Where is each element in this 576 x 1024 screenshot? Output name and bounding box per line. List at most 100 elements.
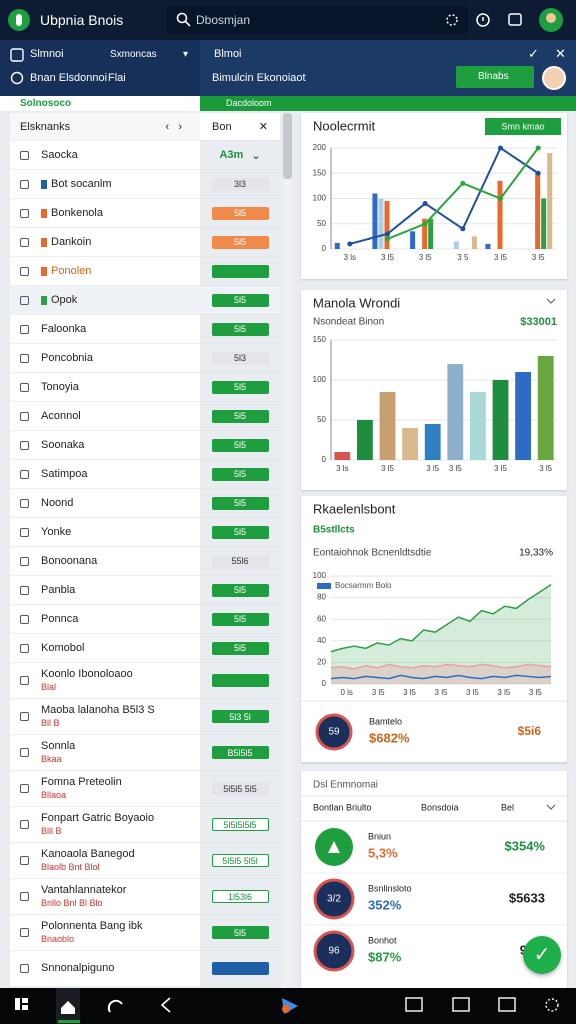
badge-cell: 5l5 — [200, 460, 280, 489]
tab[interactable]: Bel — [501, 802, 514, 812]
left-status-text: Solnosoco — [20, 98, 72, 109]
badge: 5l3 — [211, 351, 269, 365]
row-icon — [20, 353, 29, 363]
left-toolbar: Slmnoi Sxmoncas ▾ Bnan Elsdonnoi Flai — [0, 40, 200, 96]
list-row[interactable]: Polonnenta Bang ibk Bnaoblo — [10, 915, 200, 951]
list-row[interactable]: Faloonka — [10, 315, 200, 344]
badge-text: 5l5l5 5l5 — [223, 783, 257, 794]
badge-cell — [200, 663, 280, 699]
card-button[interactable] — [485, 118, 561, 135]
row-label-wrap: Ponnca — [41, 613, 78, 626]
list-row[interactable]: Snnonalpiguno — [10, 951, 200, 987]
search-box[interactable]: Dbosmjan — [166, 6, 468, 34]
left-title: Slmnoi — [30, 48, 64, 60]
tab[interactable]: Bontlan Briulto — [313, 802, 372, 812]
column-close[interactable]: ✕ — [258, 121, 268, 133]
top-bar: Ubpnia Bnois Dbosmjan — [0, 0, 576, 40]
card-change: 19,33% — [519, 548, 553, 559]
badge — [211, 264, 269, 278]
tab[interactable]: Bonsdoia — [421, 802, 459, 812]
badge: 3l3 — [211, 177, 269, 191]
list-row[interactable]: Fonpart Gatric Boyaoio Blll B — [10, 807, 200, 843]
list-row[interactable]: Tonoyia — [10, 373, 200, 402]
nav-arrows[interactable]: ‹ › — [165, 120, 183, 133]
row-label-wrap: Ponolen — [51, 265, 91, 278]
list-row[interactable]: Satimpoa — [10, 460, 200, 489]
bottom-nav[interactable] — [0, 988, 576, 1024]
list-row[interactable]: Vantahlannatekor Bnllo Bnl Bl Blo — [10, 879, 200, 915]
x-tick-label: 3 l5 — [449, 464, 462, 473]
badge-cell: A3m ⌄ — [200, 141, 280, 170]
left-subtitle: Bnan Elsdonnoi — [30, 72, 108, 84]
x-tick-label: 0 ls — [340, 688, 352, 697]
y-tick-label: 60 — [317, 614, 326, 623]
list-row[interactable]: Bonoonana — [10, 547, 200, 576]
scrollbar[interactable] — [283, 113, 292, 988]
list-row[interactable]: Sonnla Bkaa — [10, 735, 200, 771]
list-row[interactable]: Bot socanlm — [10, 170, 200, 199]
list-header: Elsknanks ‹ › — [10, 113, 200, 141]
list-row[interactable]: Dankoin — [10, 228, 200, 257]
list-row[interactable]: Maoba lalanoha B5l3 S Bll B — [10, 699, 200, 735]
row-label-wrap: Tonoyia — [41, 381, 79, 394]
list-row[interactable]: Aconnol — [10, 402, 200, 431]
series-line — [330, 674, 552, 680]
list-row[interactable]: Poncobnia — [10, 344, 200, 373]
list-row[interactable]: Koonlo Ibonoloaoo Blal — [10, 663, 200, 699]
row-label-wrap: Kanoaola Banegod Blaolb Bnt Blol — [41, 848, 135, 874]
row-label-wrap: Fonpart Gatric Boyaoio Blll B — [41, 812, 154, 838]
list-row[interactable]: Soonaka — [10, 431, 200, 460]
list-row[interactable]: Noond — [10, 489, 200, 518]
list-row[interactable]: Ponnca — [10, 605, 200, 634]
badge: 5l5 — [211, 926, 269, 939]
card: Manola Wrondi Nsondeat Binon $33001 0 50 100 1… — [301, 290, 567, 490]
list-row[interactable]: Komobol — [10, 634, 200, 663]
avatar[interactable] — [542, 66, 566, 90]
row-label-wrap: Snnonalpiguno — [41, 962, 114, 975]
x-tick-label: 3 l5 — [435, 688, 448, 697]
footer-badge: 59 — [328, 727, 340, 738]
card-button-text: Smn kmao — [501, 121, 544, 131]
list-title: Elsknanks — [20, 120, 71, 133]
confirm-icon[interactable]: ✓ — [528, 46, 539, 61]
badge: 5l5 — [211, 467, 269, 481]
list-row[interactable]: Opok — [10, 286, 200, 315]
badge-cell: 5l5 — [200, 915, 280, 951]
line-point — [385, 231, 390, 237]
logo[interactable] — [8, 9, 30, 31]
header-icons[interactable] — [440, 8, 570, 34]
item-pct: 5,3% — [368, 845, 398, 860]
list-row[interactable]: Fomna Preteolin Bllaoa — [10, 771, 200, 807]
row-icon — [20, 585, 29, 595]
badge-text: 5l5l5l5l5 — [223, 819, 257, 830]
row-sub: Bnaoblo — [41, 933, 75, 944]
row-icon — [20, 498, 29, 508]
badge-text: 1l53l6 — [227, 891, 253, 902]
dropdown[interactable]: Sxmoncas ▾ — [110, 49, 188, 60]
x-tick-label: 3 ls — [344, 253, 356, 262]
list-row[interactable]: Kanoaola Banegod Blaolb Bnt Blol — [10, 843, 200, 879]
right-subtitle: Bimulcin Ekonoiaot — [212, 72, 306, 84]
y-tick-label: 100 — [313, 194, 327, 203]
badge-text: 5l5 — [233, 469, 246, 479]
badge: 5l3 5l — [211, 710, 269, 723]
fab[interactable]: ✓ — [523, 936, 561, 974]
list-row[interactable]: Ponolen — [10, 257, 200, 286]
line-point — [460, 226, 466, 232]
close-icon[interactable]: ✕ — [555, 46, 566, 61]
y-tick-label: 50 — [317, 219, 326, 228]
x-tick-label: 3 l5 — [466, 688, 479, 697]
line-point — [535, 170, 541, 176]
badge-cell: 5l5l5 5l5 — [200, 771, 280, 807]
search-text: Dbosmjan — [196, 13, 251, 27]
list-row[interactable]: Panbla — [10, 576, 200, 605]
primary-button[interactable]: Blnabs — [456, 66, 534, 88]
list-row[interactable]: Yonke — [10, 518, 200, 547]
list-row[interactable]: Bonkenola — [10, 199, 200, 228]
badge-text: 5l3 — [233, 353, 246, 363]
item-icon-text: 3/2 — [327, 894, 341, 905]
badge-text: 5l5 — [233, 295, 246, 305]
row-label-wrap: Polonnenta Bang ibk Bnaoblo — [41, 920, 143, 946]
list-row[interactable]: Saocka — [10, 141, 200, 170]
